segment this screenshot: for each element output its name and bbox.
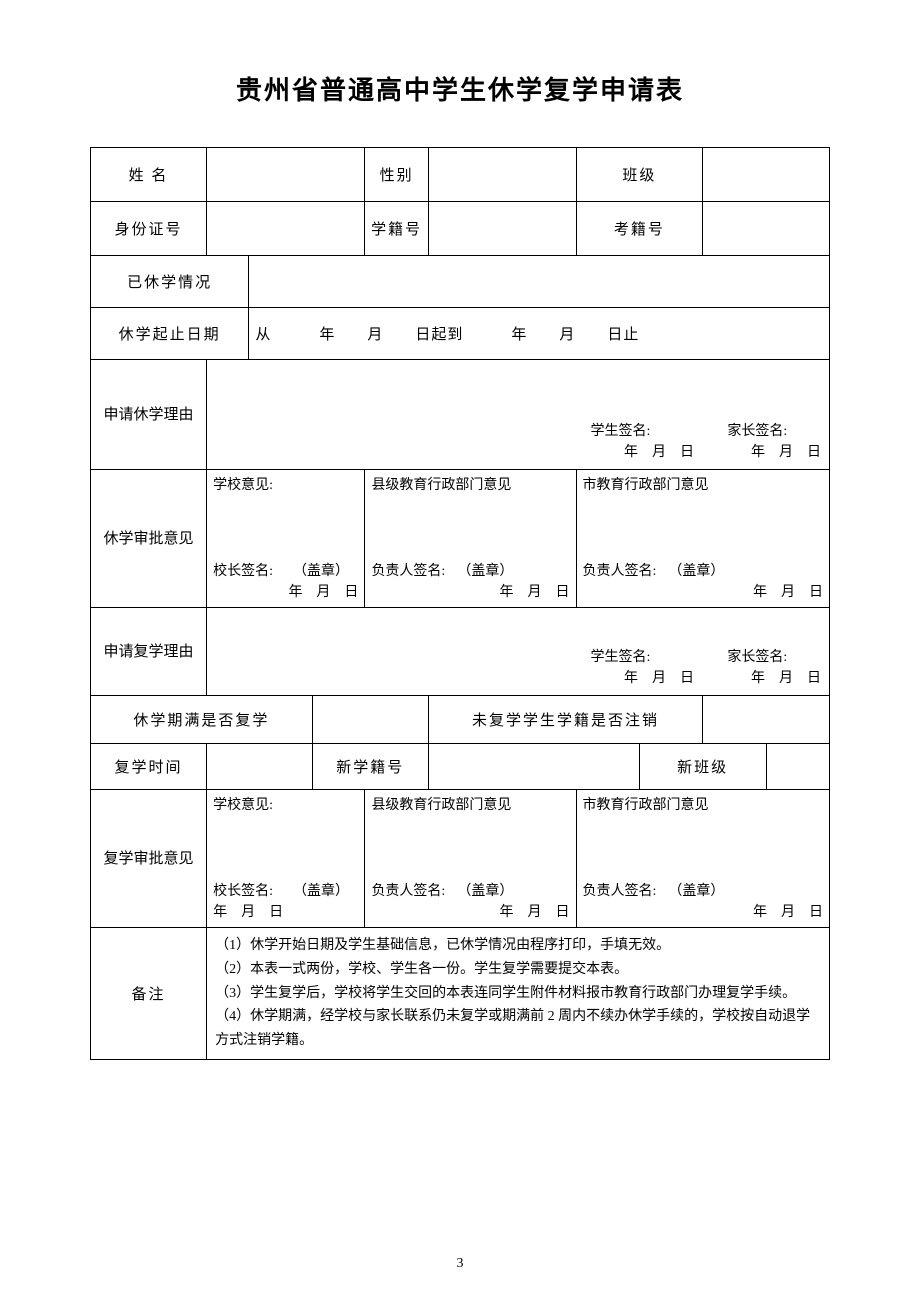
parent-sig-date-2: 年 月 日 <box>751 671 821 686</box>
field-student-no[interactable] <box>428 202 576 256</box>
seal-label-3: （盖章） <box>668 564 724 579</box>
approval-resume-county[interactable]: 县级教育行政部门意见 负责人签名: （盖章） 年 月 日 <box>365 790 576 928</box>
label-id: 身份证号 <box>91 202 207 256</box>
label-approval-resume-text: 复学审批意见 <box>104 851 194 867</box>
resume-signatures: 学生签名: 家长签名: 年 月 日 年 月 日 <box>207 647 821 689</box>
approval-resume-city[interactable]: 市教育行政部门意见 负责人签名: （盖章） 年 月 日 <box>576 790 829 928</box>
parent-sig-date: 年 月 日 <box>751 445 821 460</box>
note-3: （3）学生复学后，学校将学生交回的本表连同学生附件材料报市教育行政部门办理复学手… <box>215 982 821 1006</box>
seal-label-5: （盖章） <box>457 884 513 899</box>
approval-county[interactable]: 县级教育行政部门意见 负责人签名: （盖章） 年 月 日 <box>365 470 576 608</box>
label-notes: 备注 <box>91 928 207 1060</box>
label-reason-resume-text: 申请复学理由 <box>104 644 194 660</box>
student-sig-label-2: 学生签名: <box>591 650 651 665</box>
seal-label-2: （盖章） <box>457 564 513 579</box>
label-reason-suspension-text: 申请休学理由 <box>104 407 194 423</box>
county-date-2: 年 月 日 <box>500 905 570 920</box>
parent-sig-label-2: 家长签名: <box>727 650 787 665</box>
field-new-class[interactable] <box>766 744 829 790</box>
row-notes: 备注 （1）休学开始日期及学生基础信息，已休学情况由程序打印，手填无效。 （2）… <box>91 928 830 1060</box>
school-opinion-label-2: 学校意见: <box>213 794 273 814</box>
row-approval-suspension: 休学审批意见 学校意见: 校长签名: （盖章） 年 月 日 县级教育行政部门意见 … <box>91 470 830 608</box>
row-approval-resume: 复学审批意见 学校意见: 校长签名: （盖章） 年 月 日 县级教育行政部门意见 … <box>91 790 830 928</box>
label-new-class: 新班级 <box>639 744 766 790</box>
school-date-2: 年 月 日 <box>213 905 283 920</box>
note-4: （4）休学期满，经学校与家长联系仍未复学或期满前 2 周内不续办休学手续的，学校… <box>215 1005 821 1053</box>
row-name: 姓 名 性别 班级 <box>91 148 830 202</box>
label-new-student-no: 新学籍号 <box>312 744 428 790</box>
label-approval-suspension-text: 休学审批意见 <box>104 531 194 547</box>
note-1: （1）休学开始日期及学生基础信息，已休学情况由程序打印，手填无效。 <box>215 934 821 958</box>
field-resume-after[interactable] <box>312 696 428 744</box>
field-new-student-no[interactable] <box>428 744 639 790</box>
field-reason-suspension[interactable]: 学生签名: 家长签名: 年 月 日 年 月 日 <box>207 360 830 470</box>
field-reason-resume[interactable]: 学生签名: 家长签名: 年 月 日 年 月 日 <box>207 608 830 696</box>
approval-school[interactable]: 学校意见: 校长签名: （盖章） 年 月 日 <box>207 470 365 608</box>
county-date: 年 月 日 <box>500 585 570 600</box>
city-opinion-label: 市教育行政部门意见 <box>583 474 709 494</box>
label-approval-resume: 复学审批意见 <box>91 790 207 928</box>
field-dates[interactable]: 从 年 月 日起到 年 月 日止 <box>249 308 830 360</box>
city-date-2: 年 月 日 <box>753 905 823 920</box>
officer-sig-label-1: 负责人签名: <box>371 564 445 579</box>
label-class: 班级 <box>576 148 703 202</box>
field-class[interactable] <box>703 148 830 202</box>
page-number: 3 <box>0 1256 920 1272</box>
school-date: 年 月 日 <box>288 585 358 600</box>
label-reason-suspension: 申请休学理由 <box>91 360 207 470</box>
field-notes: （1）休学开始日期及学生基础信息，已休学情况由程序打印，手填无效。 （2）本表一… <box>207 928 830 1060</box>
label-dates: 休学起止日期 <box>91 308 249 360</box>
parent-sig-label: 家长签名: <box>727 424 787 439</box>
label-resume-after: 休学期满是否复学 <box>91 696 313 744</box>
label-student-no: 学籍号 <box>365 202 428 256</box>
school-opinion-label: 学校意见: <box>213 474 273 494</box>
label-approval-suspension: 休学审批意见 <box>91 470 207 608</box>
principal-sig-label-2: 校长签名: <box>213 884 273 899</box>
county-opinion-label-2: 县级教育行政部门意见 <box>371 794 511 814</box>
seal-label-4: （盖章） <box>293 884 349 899</box>
seal-label-1: （盖章） <box>293 564 349 579</box>
county-opinion-label: 县级教育行政部门意见 <box>371 474 511 494</box>
field-prev-suspension[interactable] <box>249 256 830 308</box>
field-gender[interactable] <box>428 148 576 202</box>
student-sig-date-2: 年 月 日 <box>624 671 694 686</box>
field-resume-time[interactable] <box>207 744 313 790</box>
approval-resume-school[interactable]: 学校意见: 校长签名: （盖章） 年 月 日 <box>207 790 365 928</box>
field-id[interactable] <box>207 202 365 256</box>
field-cancel-status[interactable] <box>703 696 830 744</box>
row-resume-time: 复学时间 新学籍号 新班级 <box>91 744 830 790</box>
principal-sig-label: 校长签名: <box>213 564 273 579</box>
seal-label-6: （盖章） <box>668 884 724 899</box>
label-exam-no: 考籍号 <box>576 202 703 256</box>
label-gender: 性别 <box>365 148 428 202</box>
row-prev-suspension: 已休学情况 <box>91 256 830 308</box>
city-date: 年 月 日 <box>753 585 823 600</box>
row-reason-suspension: 申请休学理由 学生签名: 家长签名: 年 月 日 年 月 日 <box>91 360 830 470</box>
field-exam-no[interactable] <box>703 202 830 256</box>
label-prev-suspension: 已休学情况 <box>91 256 249 308</box>
student-sig-label: 学生签名: <box>591 424 651 439</box>
field-name[interactable] <box>207 148 365 202</box>
row-dates: 休学起止日期 从 年 月 日起到 年 月 日止 <box>91 308 830 360</box>
officer-sig-label-4: 负责人签名: <box>583 884 657 899</box>
page-title: 贵州省普通高中学生休学复学申请表 <box>90 70 830 107</box>
officer-sig-label-3: 负责人签名: <box>371 884 445 899</box>
label-cancel-status: 未复学学生学籍是否注销 <box>428 696 702 744</box>
note-2: （2）本表一式两份，学校、学生各一份。学生复学需要提交本表。 <box>215 958 821 982</box>
form-table: 姓 名 性别 班级 身份证号 学籍号 考籍号 已休学情况 休学起止日期 从 年 … <box>90 147 830 1060</box>
city-opinion-label-2: 市教育行政部门意见 <box>583 794 709 814</box>
officer-sig-label-2: 负责人签名: <box>583 564 657 579</box>
suspension-signatures: 学生签名: 家长签名: 年 月 日 年 月 日 <box>207 421 821 463</box>
row-reason-resume: 申请复学理由 学生签名: 家长签名: 年 月 日 年 月 日 <box>91 608 830 696</box>
label-reason-resume: 申请复学理由 <box>91 608 207 696</box>
row-resume-question: 休学期满是否复学 未复学学生学籍是否注销 <box>91 696 830 744</box>
row-ids: 身份证号 学籍号 考籍号 <box>91 202 830 256</box>
approval-city[interactable]: 市教育行政部门意见 负责人签名: （盖章） 年 月 日 <box>576 470 829 608</box>
student-sig-date: 年 月 日 <box>624 445 694 460</box>
label-resume-time: 复学时间 <box>91 744 207 790</box>
label-name: 姓 名 <box>91 148 207 202</box>
